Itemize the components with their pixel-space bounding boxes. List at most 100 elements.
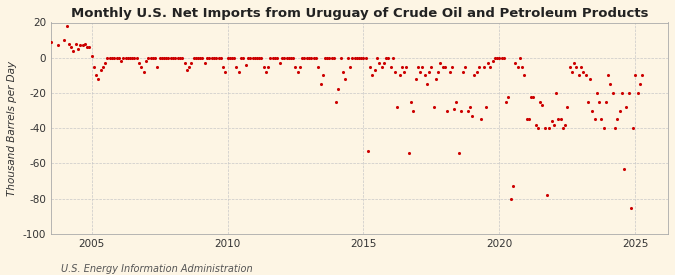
Point	[474, 64, 485, 69]
Point	[406, 100, 416, 104]
Point	[562, 105, 573, 109]
Point	[531, 122, 541, 127]
Point	[270, 56, 281, 60]
Point	[72, 47, 83, 51]
Point	[521, 117, 532, 122]
Point	[583, 100, 593, 104]
Point	[489, 56, 500, 60]
Point	[236, 56, 246, 60]
Point	[154, 56, 165, 60]
Point	[182, 68, 192, 72]
Point	[483, 61, 493, 65]
Point	[549, 122, 560, 127]
Point	[338, 70, 348, 74]
Point	[115, 59, 126, 64]
Point	[234, 70, 244, 74]
Point	[499, 56, 510, 60]
Point	[93, 77, 104, 81]
Point	[372, 56, 383, 60]
Point	[272, 56, 283, 60]
Point	[601, 100, 612, 104]
Point	[614, 108, 625, 113]
Point	[476, 117, 487, 122]
Point	[240, 63, 251, 67]
Point	[65, 45, 76, 50]
Point	[172, 56, 183, 60]
Point	[390, 70, 401, 74]
Point	[379, 61, 389, 65]
Point	[634, 82, 645, 86]
Point	[576, 64, 587, 69]
Point	[335, 56, 346, 60]
Point	[326, 56, 337, 60]
Point	[469, 73, 480, 78]
Point	[558, 126, 568, 130]
Point	[292, 70, 303, 74]
Point	[630, 73, 641, 78]
Point	[460, 64, 471, 69]
Point	[566, 70, 577, 74]
Point	[580, 73, 591, 78]
Point	[231, 64, 242, 69]
Point	[494, 56, 505, 60]
Point	[107, 56, 117, 60]
Point	[302, 56, 313, 60]
Point	[195, 56, 206, 60]
Point	[215, 56, 226, 60]
Point	[295, 64, 306, 69]
Point	[501, 100, 512, 104]
Point	[485, 64, 496, 69]
Point	[315, 82, 326, 86]
Point	[431, 77, 441, 81]
Point	[122, 56, 133, 60]
Point	[412, 64, 423, 69]
Point	[265, 56, 276, 60]
Point	[170, 56, 181, 60]
Point	[193, 56, 204, 60]
Point	[188, 56, 199, 60]
Point	[229, 56, 240, 60]
Point	[467, 114, 478, 118]
Point	[404, 151, 414, 155]
Point	[523, 117, 534, 122]
Point	[59, 38, 70, 42]
Point	[618, 167, 629, 171]
Point	[186, 61, 196, 65]
Point	[213, 56, 224, 60]
Point	[333, 87, 344, 92]
Point	[179, 61, 190, 65]
Point	[297, 56, 308, 60]
Point	[100, 61, 111, 65]
Point	[242, 56, 253, 60]
Point	[142, 56, 153, 60]
Point	[589, 117, 600, 122]
Point	[138, 70, 149, 74]
Point	[190, 56, 201, 60]
Point	[136, 64, 146, 69]
Point	[616, 91, 627, 95]
Point	[152, 64, 163, 69]
Point	[556, 117, 566, 122]
Point	[367, 73, 378, 78]
Title: Monthly U.S. Net Imports from Uruguay of Crude Oil and Petroleum Products: Monthly U.S. Net Imports from Uruguay of…	[71, 7, 648, 20]
Point	[587, 108, 598, 113]
Point	[304, 56, 315, 60]
Point	[322, 56, 333, 60]
Point	[492, 56, 503, 60]
Point	[608, 91, 618, 95]
Point	[90, 73, 101, 78]
Point	[331, 100, 342, 104]
Point	[177, 56, 188, 60]
Point	[397, 64, 408, 69]
Point	[512, 64, 523, 69]
Point	[52, 43, 63, 48]
Point	[319, 56, 330, 60]
Point	[351, 56, 362, 60]
Point	[594, 100, 605, 104]
Point	[224, 56, 235, 60]
Point	[134, 61, 144, 65]
Point	[277, 56, 288, 60]
Point	[347, 56, 358, 60]
Point	[605, 82, 616, 86]
Point	[356, 56, 367, 60]
